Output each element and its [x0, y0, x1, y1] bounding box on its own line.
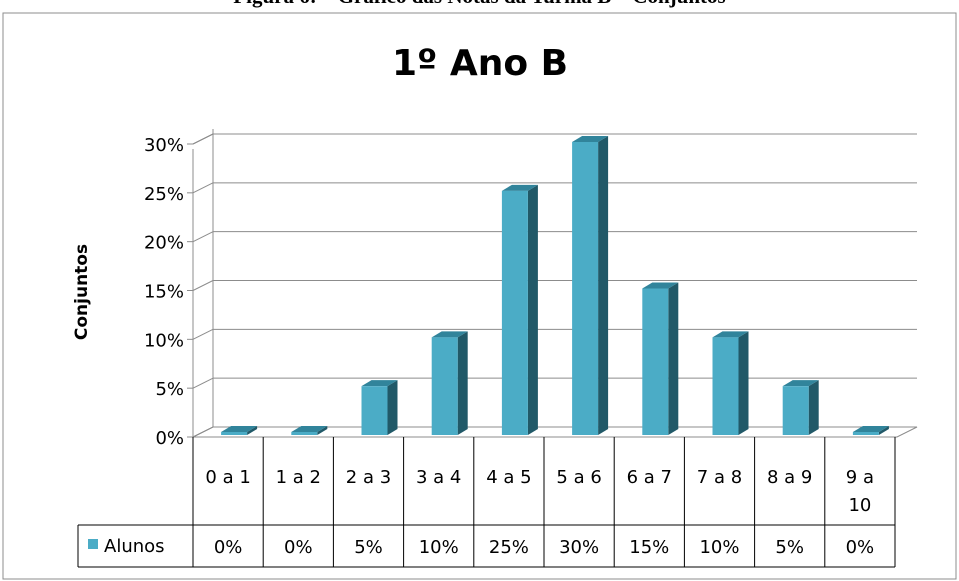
bar-top	[852, 426, 889, 432]
bar-top	[431, 331, 468, 338]
bar-front	[712, 337, 739, 435]
bar	[501, 184, 538, 435]
side-gridline	[192, 328, 214, 340]
y-tick-label: 5%	[155, 379, 184, 400]
bar	[642, 282, 679, 435]
chart-title: 1º Ano B	[392, 43, 568, 84]
bar	[431, 331, 468, 435]
x-tick-label: 0 a 1	[205, 467, 250, 488]
data-table-value: 10%	[699, 537, 739, 558]
data-table: 0 a 1 0% 1 a 2 0% 2 a 3 5% 3 a 4 10% 4 a 5 25% 5 a…	[77, 437, 896, 568]
bar-side	[247, 426, 258, 435]
data-table-value: 0%	[214, 537, 243, 558]
side-gridline	[192, 280, 214, 291]
bar	[291, 426, 328, 435]
bar-side	[387, 380, 398, 435]
bar-top	[361, 380, 398, 387]
data-table-value: 5%	[354, 537, 383, 558]
plot-area: 0% 5% 10% 15% 20% 25% 30%	[144, 129, 918, 449]
y-tick-label: 30%	[144, 135, 184, 156]
side-gridline	[192, 426, 214, 438]
bar-side	[738, 331, 749, 435]
bar	[221, 426, 258, 435]
bar-side	[808, 380, 819, 435]
x-tick-label: 7 a 8	[697, 467, 742, 488]
x-tick-label: 2 a 3	[346, 467, 391, 488]
y-axis-label: Conjuntos	[72, 244, 92, 340]
data-table-value: 25%	[489, 537, 529, 558]
x-tick-label: 8 a 9	[767, 467, 812, 488]
x-tick-label: 4 a 5	[486, 467, 531, 488]
bar-front	[501, 190, 528, 435]
y-tick-label: 10%	[144, 330, 184, 351]
bar-front	[572, 142, 599, 435]
bar	[361, 380, 398, 435]
data-table-value: 10%	[419, 537, 459, 558]
bar-front	[642, 288, 669, 435]
bar-top	[642, 282, 679, 289]
bar	[572, 136, 609, 435]
chart-area	[2, 12, 957, 580]
y-tick-label: 0%	[155, 428, 184, 449]
bar-front	[361, 386, 388, 435]
bar-side	[317, 426, 328, 435]
bar-front	[431, 337, 458, 435]
legend-swatch	[88, 539, 98, 549]
bar-front	[782, 386, 809, 435]
y-tick-label: 20%	[144, 233, 184, 254]
side-gridline	[192, 133, 214, 145]
x-tick-label: 3 a 4	[416, 467, 461, 488]
bar-side	[878, 426, 889, 435]
bar-top	[501, 184, 538, 191]
x-tick-label: 6 a 7	[627, 467, 672, 488]
bar-side	[527, 184, 538, 435]
bar-front	[221, 432, 248, 435]
data-table-value: 15%	[629, 537, 669, 558]
x-tick-label: 5 a 6	[556, 467, 601, 488]
bar-front	[291, 432, 318, 435]
y-tick-label: 25%	[144, 184, 184, 205]
bar-top	[782, 380, 819, 387]
figure-caption: Figura 6: – Gráfico das Notas da Turma B…	[0, 0, 959, 9]
data-table-value: 5%	[775, 537, 804, 558]
side-gridline	[192, 377, 214, 389]
bar-side	[668, 282, 679, 435]
bar-side	[598, 136, 609, 435]
bar-top	[221, 426, 258, 432]
data-table-value: 0%	[284, 537, 313, 558]
x-tick-label: 9 a 10	[846, 467, 874, 516]
bar-front	[852, 432, 879, 435]
bar-top	[572, 136, 609, 142]
bar-top	[291, 426, 328, 432]
y-tick-label: 15%	[144, 282, 184, 303]
x-tick-label: 1 a 2	[276, 467, 321, 488]
data-table-value: 30%	[559, 537, 599, 558]
data-table-value: 0%	[846, 537, 875, 558]
bar-top	[712, 331, 749, 338]
bar-side	[457, 331, 468, 435]
bar	[852, 426, 889, 435]
side-gridline	[192, 182, 214, 194]
legend-label: Alunos	[104, 536, 165, 557]
bar	[712, 331, 749, 435]
side-gridline	[192, 231, 214, 243]
bar	[782, 380, 819, 435]
